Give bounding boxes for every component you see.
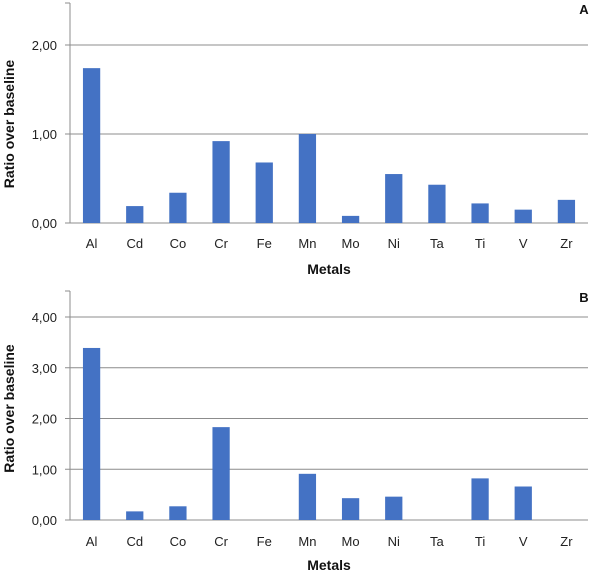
panel-a-bar-mn: [298, 134, 317, 223]
panel-a-y-axis-title: Ratio over baseline: [1, 60, 17, 189]
panel-b-y-tick-label: 1,00: [32, 462, 57, 477]
panel-a-bar-cd: [126, 206, 144, 223]
panel-a-bar-fe: [255, 162, 273, 223]
panel-b-bar-mn: [298, 473, 317, 520]
panel-b-y-tick-label: 3,00: [32, 361, 57, 376]
panel-a-y-tick-label: 2,00: [32, 38, 57, 53]
panel-a-x-tick-label: Mn: [298, 236, 316, 251]
panel-a-y-tick-label: 0,00: [32, 216, 57, 231]
panel-b-bar-mo: [341, 498, 360, 520]
panel-b-x-tick-label: Mn: [298, 534, 316, 549]
panel-a-x-tick-label: Fe: [257, 236, 272, 251]
panel-a-bar-al: [82, 68, 101, 223]
panel-b-bar-al: [82, 347, 101, 520]
panel-a-bar-co: [169, 192, 187, 223]
panel-a-x-tick-label: Cr: [214, 236, 228, 251]
panel-b-x-tick-label: Ti: [475, 534, 485, 549]
panel-b-x-tick-label: Ta: [430, 534, 445, 549]
panel-b-x-tick-label: Fe: [257, 534, 272, 549]
panel-b-letter: B: [579, 290, 588, 305]
panel-a-x-tick-label: Zr: [560, 236, 573, 251]
panel-b-x-tick-label: Zr: [560, 534, 573, 549]
panel-b-x-tick-label: Cd: [126, 534, 143, 549]
panel-a-x-tick-label: Cd: [126, 236, 143, 251]
panel-b-bar-cd: [126, 511, 144, 520]
panel-a-x-tick-label: Ti: [475, 236, 485, 251]
panel-b-x-axis-title: Metals: [307, 557, 351, 573]
panel-b-y-axis-title: Ratio over baseline: [1, 344, 17, 473]
panel-a-bar-ni: [385, 174, 403, 223]
panel-a-x-axis-title: Metals: [307, 261, 351, 277]
panel-a-x-tick-label: Co: [170, 236, 187, 251]
panel-b-bar-cr: [212, 427, 230, 520]
panel-a-y-tick-label: 1,00: [32, 127, 57, 142]
panel-b-y-tick-label: 4,00: [32, 310, 57, 325]
panel-b-x-tick-label: V: [519, 534, 528, 549]
panel-b-y-tick-label: 0,00: [32, 513, 57, 528]
panel-b-bar-v: [514, 486, 532, 520]
panel-a-x-tick-label: V: [519, 236, 528, 251]
panel-a-bar-cr: [212, 141, 230, 223]
panel-a-x-tick-label: Mo: [342, 236, 360, 251]
panel-a-x-tick-label: Ta: [430, 236, 445, 251]
panel-a-x-tick-label: Ni: [388, 236, 400, 251]
panel-a-bar-zr: [557, 199, 576, 223]
panel-a-bar-ta: [428, 184, 446, 223]
panel-a-bar-v: [514, 209, 532, 223]
panel-b-bar-co: [169, 506, 187, 520]
panel-b-bar-ti: [471, 478, 489, 520]
panel-b-x-tick-label: Al: [86, 534, 98, 549]
panel-b-x-tick-label: Cr: [214, 534, 228, 549]
panel-b-x-tick-label: Ni: [388, 534, 400, 549]
panel-a-letter: A: [579, 2, 589, 17]
panel-b-y-tick-label: 2,00: [32, 412, 57, 427]
panel-a-bar-ti: [471, 203, 489, 223]
panel-b-x-tick-label: Co: [170, 534, 187, 549]
panel-b-bar-ni: [385, 496, 403, 520]
panel-a-x-tick-label: Al: [86, 236, 98, 251]
panel-b-x-tick-label: Mo: [342, 534, 360, 549]
panel-a-bar-mo: [341, 215, 360, 223]
